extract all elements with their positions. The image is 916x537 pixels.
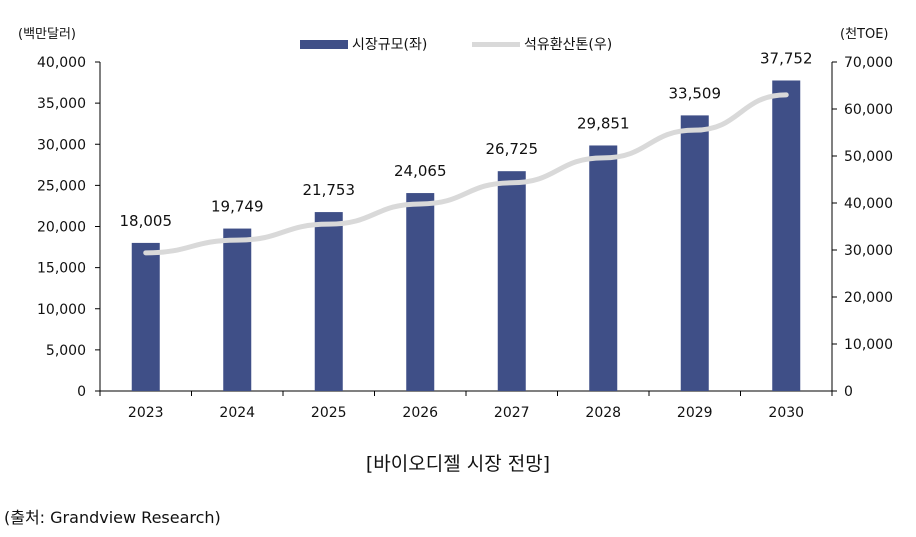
right-tick-label: 40,000 [844,196,893,212]
left-tick-label: 0 [77,384,86,400]
left-axis-label: (백만달러) [18,27,76,42]
right-tick-label: 50,000 [844,149,893,165]
bar-2029 [681,115,709,391]
data-label-2030: 37,752 [760,49,813,67]
data-label-2025: 21,753 [303,181,356,199]
left-tick-label: 40,000 [37,55,86,71]
bar-2027 [498,171,526,391]
data-label-2028: 29,851 [577,114,630,132]
left-tick-label: 20,000 [37,220,86,236]
data-label-2027: 26,725 [486,140,539,158]
bar-2028 [589,145,617,391]
x-tick-label: 2028 [585,405,621,421]
right-tick-label: 10,000 [844,337,893,353]
bar-2023 [132,243,160,391]
right-tick-label: 70,000 [844,55,893,71]
right-axis-label: (천TOE) [840,27,889,42]
source-note: (출처: Grandview Research) [4,508,221,527]
x-tick-label: 2026 [402,405,438,421]
left-tick-label: 35,000 [37,96,86,112]
x-tick-label: 2023 [128,405,164,421]
left-tick-label: 5,000 [46,343,86,359]
right-tick-label: 0 [844,384,853,400]
left-tick-label: 15,000 [37,261,86,277]
left-tick-label: 30,000 [37,137,86,153]
data-label-2029: 33,509 [669,84,722,102]
bar-2026 [406,193,434,391]
bar-2030 [772,80,800,391]
chart-title: [바이오디젤 시장 전망] [366,453,550,475]
x-tick-label: 2024 [219,405,255,421]
legend-bar-swatch [300,40,348,49]
legend-line-label: 석유환산톤(우) [524,37,612,53]
x-tick-label: 2029 [677,405,713,421]
data-label-2023: 18,005 [120,212,173,230]
data-label-2026: 24,065 [394,162,447,180]
data-label-2024: 19,749 [211,198,264,216]
bar-2025 [315,212,343,391]
right-tick-label: 60,000 [844,102,893,118]
left-tick-label: 10,000 [37,302,86,318]
bar-2024 [223,229,251,391]
x-tick-label: 2030 [768,405,804,421]
x-tick-label: 2027 [494,405,530,421]
right-tick-label: 20,000 [844,290,893,306]
x-tick-label: 2025 [311,405,347,421]
left-tick-label: 25,000 [37,178,86,194]
right-tick-label: 30,000 [844,243,893,259]
legend-bar-label: 시장규모(좌) [352,37,427,53]
